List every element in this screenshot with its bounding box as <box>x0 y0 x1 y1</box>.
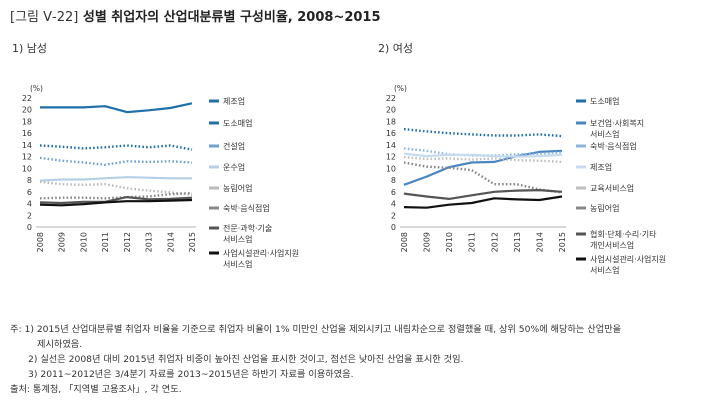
x-tick-label: 2008 <box>400 232 409 252</box>
y-tick-label: 0 <box>27 223 32 232</box>
legend-label: 보건업·사회복지 서비스업 <box>590 118 644 139</box>
x-tick-label: 2010 <box>79 232 88 252</box>
legend-label: 전문·과학·기술 서비스업 <box>223 223 272 244</box>
x-tick-label: 2012 <box>123 232 132 252</box>
series-line-6 <box>403 161 563 194</box>
series-line-7 <box>39 196 193 205</box>
series-line-8 <box>403 195 563 209</box>
series-line-4 <box>39 176 192 182</box>
figure-tag: [그림 Ⅴ-22] <box>10 10 79 25</box>
y-tick-label: 14 <box>22 141 32 150</box>
y-tick-label: 8 <box>27 176 32 185</box>
x-tick-label: 2009 <box>423 232 432 252</box>
legend-label: 농림어업 <box>590 203 619 213</box>
legend-label: 사업시설관리·사업지원 서비스업 <box>223 248 299 269</box>
panel-title: 2) 여성 <box>378 42 413 55</box>
legend-label: 도소매업 <box>223 119 252 128</box>
series-line-3 <box>39 156 193 167</box>
x-tick-label: 2011 <box>101 232 110 252</box>
y-tick-label: 20 <box>22 106 32 115</box>
x-tick-label: 2013 <box>513 232 522 252</box>
panel-title: 1) 남성 <box>12 42 47 55</box>
y-tick-label: 10 <box>386 164 396 173</box>
legend-label: 교육서비스업 <box>590 184 634 193</box>
series-line-1 <box>403 127 563 138</box>
legend-label: 운수업 <box>223 163 245 172</box>
chart-panel-2: 2) 여성 (%) 0 2 4 6 8 10 12 14 16 18 20 22 2008 2009 2010 2… <box>378 42 666 275</box>
x-tick-label: 2013 <box>145 232 154 252</box>
x-tick-label: 2011 <box>468 232 477 252</box>
legend-label: 제조업 <box>223 97 245 106</box>
legend-label: 협회·단체·수리·기타 개인서비스업 <box>590 229 657 250</box>
series-line-6 <box>39 191 193 200</box>
x-tick-label: 2008 <box>36 232 45 252</box>
footnote-1: 주: 1) 2015년 산업대분류별 취업자 비율을 기준으로 취업자 비율이 … <box>10 324 622 335</box>
figure-title-text: 성별 취업자의 산업대분류별 구성비율, 2008~2015 <box>82 10 381 25</box>
series-line-5 <box>39 180 193 196</box>
x-tick-label: 2015 <box>558 232 567 252</box>
x-tick-label: 2010 <box>445 232 454 252</box>
footnote-3: 3) 2011~2012년은 3/4분기 자료를 2013~2015년은 하반기… <box>28 369 354 380</box>
y-tick-label: 8 <box>391 176 396 185</box>
x-tick-label: 2012 <box>490 232 499 252</box>
y-tick-label: 22 <box>22 94 32 103</box>
legend-label: 사업시설관리·사업지원 서비스업 <box>590 254 666 275</box>
y-tick-label: 2 <box>27 211 32 220</box>
legend-label: 건설업 <box>223 141 245 151</box>
legend-label: 농림어업 <box>223 183 252 193</box>
x-tick-label: 2014 <box>535 232 544 252</box>
y-tick-label: 2 <box>391 211 396 220</box>
y-tick-label: 12 <box>386 153 396 162</box>
x-tick-label: 2009 <box>58 232 67 252</box>
y-tick-label: 16 <box>386 129 396 138</box>
series-line-1 <box>40 102 193 114</box>
legend-label: 숙박·음식점업 <box>223 203 270 213</box>
series-line-8 <box>39 198 193 207</box>
y-tick-label: 6 <box>27 188 32 197</box>
y-tick-label: 14 <box>386 141 396 150</box>
legend-label: 숙박·음식점업 <box>590 141 637 151</box>
series-line-2 <box>403 149 563 186</box>
y-tick-label: 6 <box>391 188 396 197</box>
y-tick-label: 18 <box>386 117 396 126</box>
footnote-2: 2) 실선은 2008년 대비 2015년 취업자 비중이 높아진 산업을 표시… <box>28 354 464 365</box>
source-note: 출처: 통계청, 「지역별 고용조사」, 각 연도. <box>10 384 182 395</box>
footnote-1-cont: 제시하였음. <box>37 339 83 350</box>
y-unit-label: (%) <box>394 84 407 93</box>
legend-label: 제조업 <box>590 163 612 172</box>
y-tick-label: 4 <box>27 200 32 209</box>
series-line-4 <box>403 152 563 158</box>
footnotes: 주: 1) 2015년 산업대분류별 취업자 비율을 기준으로 취업자 비율이 … <box>10 322 715 397</box>
y-tick-label: 20 <box>386 106 396 115</box>
series-line-2 <box>39 144 193 151</box>
x-tick-label: 2014 <box>166 232 175 252</box>
y-tick-label: 18 <box>22 117 32 126</box>
legend-label: 도소매업 <box>590 97 619 106</box>
figure-title: [그림 Ⅴ-22] 성별 취업자의 산업대분류별 구성비율, 2008~2015 <box>10 6 381 25</box>
y-tick-label: 0 <box>391 223 396 232</box>
y-tick-label: 16 <box>22 129 32 138</box>
y-unit-label: (%) <box>30 84 43 93</box>
chart-panel-1: 1) 남성 (%) 0 2 4 6 8 10 12 14 16 18 20 22 2008 2009 2010 2… <box>12 42 299 269</box>
y-tick-label: 4 <box>391 200 396 209</box>
y-tick-label: 12 <box>22 153 32 162</box>
series-line-7 <box>403 189 563 200</box>
y-tick-label: 10 <box>22 164 32 173</box>
y-tick-label: 22 <box>386 94 396 103</box>
x-tick-label: 2015 <box>188 232 197 252</box>
